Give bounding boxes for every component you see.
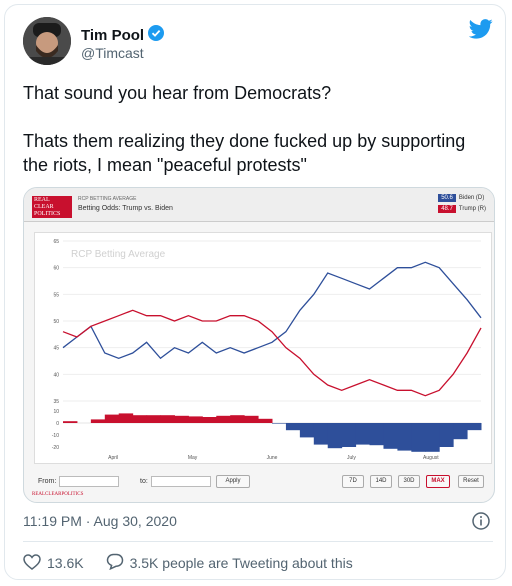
spread-tick-label: -20	[52, 445, 59, 451]
chart-svg: RCP Betting Average 35 40 45 50 55 60 65 10 0 -10 -…	[52, 239, 482, 461]
divider	[23, 541, 493, 542]
spread-bar	[467, 423, 482, 431]
avatar[interactable]	[23, 17, 71, 65]
heart-icon	[23, 553, 41, 573]
range-max-button[interactable]: MAX	[426, 475, 450, 488]
x-tick-label: August	[423, 455, 439, 461]
spread-bar	[453, 423, 468, 440]
spread-bar	[174, 415, 189, 423]
from-field: From:	[38, 476, 120, 487]
spread-tick-label: -10	[52, 433, 59, 439]
tweet-body: That sound you hear from Democrats? That…	[23, 81, 493, 201]
spread-bar	[104, 414, 120, 423]
spread-bar	[285, 423, 301, 431]
spread-bar	[313, 423, 329, 445]
spread-bar	[341, 423, 357, 447]
y-tick-label: 40	[53, 372, 59, 378]
spread-bar	[216, 415, 231, 423]
y-tick-label: 60	[53, 266, 59, 272]
reset-button[interactable]: Reset	[458, 475, 484, 488]
legend-value-biden: 50.6	[438, 194, 456, 202]
x-tick-label: June	[267, 455, 278, 461]
legend-value-trump: 48.7	[438, 205, 456, 213]
y-tick-label: 55	[53, 292, 59, 298]
apply-button[interactable]: Apply	[216, 475, 250, 488]
series-line-trump	[62, 309, 482, 397]
tweet-card: Tim Pool @Timcast That sound you hear fr…	[4, 4, 506, 580]
x-tick-label: July	[347, 455, 356, 461]
from-input[interactable]	[59, 476, 120, 487]
legend-name-biden: Biden (D)	[458, 195, 485, 201]
like-count: 13.6K	[47, 555, 84, 571]
y-tick-label: 50	[53, 319, 59, 325]
y-tick-label: 45	[53, 346, 59, 352]
chart-subtitle: RCP BETTING AVERAGE	[78, 196, 137, 202]
spread-bar	[188, 416, 203, 423]
spread-bar	[369, 423, 384, 446]
to-field: to:	[140, 476, 211, 487]
rcp-credit: REALCLEARPOLITICS	[32, 492, 84, 497]
from-label: From:	[38, 478, 57, 485]
y-tick-label: 35	[53, 399, 59, 405]
spread-bar	[244, 415, 259, 423]
chart-title: Betting Odds: Trump vs. Biden	[78, 205, 173, 212]
verified-badge-icon	[148, 25, 165, 46]
chart-controls: From: to: Apply 7D 14D 30D MAX Reset	[24, 472, 494, 494]
spread-bar	[230, 415, 245, 423]
x-tick-label: May	[188, 455, 198, 461]
like-action[interactable]: 13.6K	[23, 553, 84, 573]
speech-bubble-icon	[106, 553, 124, 573]
spread-bar	[202, 417, 217, 423]
series-line-biden	[62, 261, 482, 360]
y-tick-label: 65	[53, 239, 59, 245]
spread-bar	[355, 423, 371, 445]
spread-tick-label: 0	[56, 421, 59, 427]
chart-plot-area: RCP Betting Average 35 40 45 50 55 60 65 10 0 -10 -…	[34, 232, 492, 464]
spread-bar	[272, 423, 287, 424]
spread-bar	[90, 419, 106, 423]
spread-bar	[411, 423, 426, 452]
chart-header: REAL CLEAR POLITICS RCP BETTING AVERAGE …	[24, 188, 494, 222]
spread-bar	[146, 415, 162, 423]
spread-bar	[118, 413, 134, 423]
spread-bar	[299, 423, 315, 438]
spread-bar	[63, 421, 78, 423]
twitter-bird-icon[interactable]	[468, 19, 493, 44]
chart-watermark: RCP Betting Average	[71, 249, 166, 260]
range-7d-button[interactable]: 7D	[342, 475, 364, 488]
chart-legend: 50.6 Biden (D) 48.7 Trump (R)	[438, 194, 486, 216]
display-name[interactable]: Tim Pool	[81, 27, 145, 44]
spread-bar	[160, 415, 175, 423]
user-handle[interactable]: @Timcast	[81, 45, 144, 61]
tweet-timestamp[interactable]: 11:19 PM · Aug 30, 2020	[23, 513, 177, 529]
range-14d-button[interactable]: 14D	[370, 475, 392, 488]
spread-bar	[439, 423, 454, 447]
rcp-logo: REAL CLEAR POLITICS	[32, 196, 72, 218]
tweet-actions: 13.6K 3.5K people are Tweeting about thi…	[23, 553, 375, 573]
spread-bar	[258, 418, 273, 423]
range-30d-button[interactable]: 30D	[398, 475, 420, 488]
tweet-media-image[interactable]: REAL CLEAR POLITICS RCP BETTING AVERAGE …	[23, 187, 495, 503]
tweeting-count: 3.5K people are Tweeting about this	[129, 555, 353, 571]
x-tick-label: April	[108, 455, 118, 461]
spread-tick-label: 10	[53, 409, 59, 415]
spread-bar	[397, 423, 412, 451]
conversation-action[interactable]: 3.5K people are Tweeting about this	[106, 553, 353, 573]
info-icon[interactable]	[471, 511, 491, 536]
legend-item-trump: 48.7 Trump (R)	[438, 205, 486, 213]
to-label: to:	[140, 478, 148, 485]
to-input[interactable]	[150, 476, 211, 487]
spread-bar	[327, 423, 343, 449]
tweet-line-2: Thats them realizing they done fucked up…	[23, 131, 466, 175]
tweet-line-1: That sound you hear from Democrats?	[23, 83, 332, 103]
legend-name-trump: Trump (R)	[458, 206, 486, 212]
spread-bar	[383, 423, 398, 449]
spread-bar	[425, 423, 440, 452]
spread-bar	[132, 415, 148, 423]
tweet-header: Tim Pool @Timcast	[23, 17, 493, 67]
legend-item-biden: 50.6 Biden (D)	[438, 194, 486, 202]
